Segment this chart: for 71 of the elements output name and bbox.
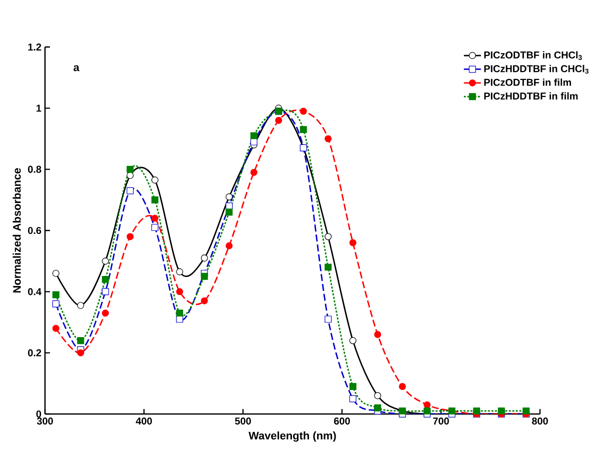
point (77, 337, 84, 344)
point (200, 297, 208, 304)
point (473, 407, 480, 414)
x-tick-label: 300 (36, 418, 53, 425)
y-axis-title: Normalized Absorbance (12, 168, 21, 292)
x-tick-label: 700 (433, 418, 449, 425)
point (126, 187, 134, 194)
x-tick-label: 400 (136, 418, 152, 425)
point (52, 270, 60, 277)
point (250, 138, 258, 146)
point (102, 310, 109, 317)
legend-label: PICzODTBF in CHCl$_{3}$ (484, 51, 582, 60)
point (300, 126, 307, 134)
point (151, 196, 158, 204)
point (52, 291, 60, 298)
point (324, 233, 332, 240)
y-tick-label: 0 (36, 410, 42, 418)
point (349, 239, 356, 246)
y-tick-label: 0.6 (28, 226, 42, 234)
point (324, 135, 332, 142)
point (349, 337, 356, 344)
point (102, 258, 109, 265)
y-tick-label: 0.2 (28, 349, 42, 356)
y-tick-label: 1 (36, 104, 42, 112)
legend-label: PICzHDDTBF in film (484, 92, 578, 100)
point (374, 392, 382, 400)
point (226, 193, 233, 200)
x-tick-label: 500 (235, 418, 251, 425)
point (522, 407, 530, 414)
point (349, 382, 356, 390)
point (151, 214, 158, 222)
legend-label: PICzODTBF in film (484, 78, 572, 86)
point (424, 407, 431, 414)
y-tick-label: 1.2 (28, 44, 42, 50)
point (176, 268, 184, 276)
point (102, 288, 109, 296)
legend-label: PICzHDDTBF in CHCl$_{3}$ (484, 64, 589, 74)
point (151, 176, 158, 184)
point (200, 272, 208, 280)
x-tick-label: 600 (334, 418, 350, 425)
y-tick-label: 0.4 (28, 288, 42, 296)
point (151, 224, 158, 231)
point (226, 242, 233, 250)
point (349, 395, 356, 402)
point (300, 108, 307, 115)
point (77, 349, 84, 356)
point (52, 300, 60, 308)
point (374, 330, 382, 338)
point (126, 233, 134, 240)
point (398, 382, 406, 390)
point (424, 401, 431, 408)
point (250, 132, 258, 140)
point (176, 310, 184, 317)
point (176, 288, 184, 296)
point (324, 316, 332, 323)
point (77, 302, 84, 309)
point (226, 208, 233, 216)
point (126, 166, 134, 173)
x-axis-title: Wavelength (nm) (248, 431, 336, 442)
point (275, 116, 282, 124)
annotation: a (74, 65, 80, 72)
point (52, 324, 60, 332)
point (498, 407, 505, 414)
point (200, 254, 208, 262)
point (126, 172, 134, 179)
x-tick-label: 800 (532, 418, 548, 425)
point (324, 264, 332, 271)
point (374, 404, 382, 412)
point (250, 168, 258, 176)
point (102, 276, 109, 283)
y-tick-label: 0.8 (28, 166, 42, 173)
